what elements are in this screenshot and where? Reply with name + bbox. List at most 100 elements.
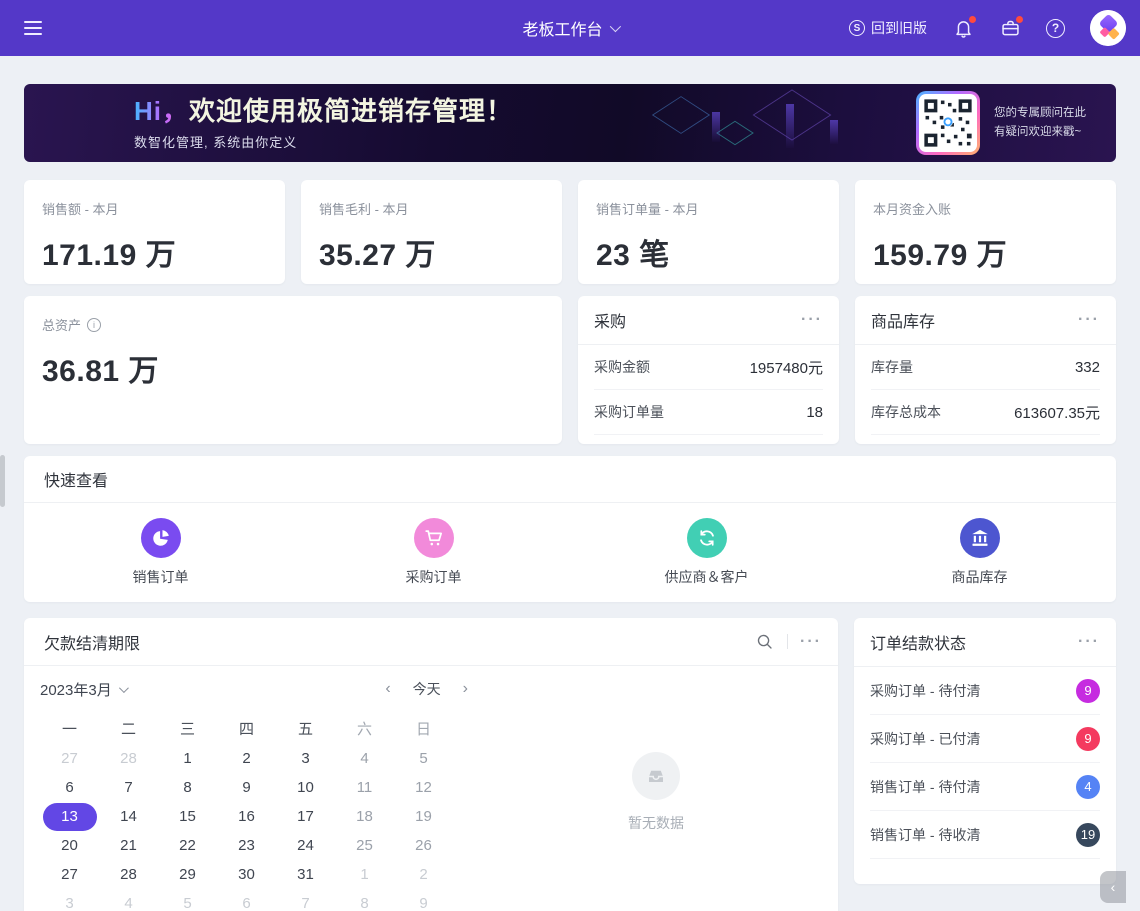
calendar-day[interactable]: 3 (65, 895, 74, 911)
calendar-day[interactable]: 24 (297, 837, 314, 854)
workspace-switcher[interactable]: 老板工作台 (522, 16, 621, 40)
more-menu-icon[interactable]: ··· (800, 632, 822, 650)
inventory-panel: 商品库存 ··· 库存量 332 库存总成本 613607.35元 (855, 296, 1116, 444)
summary-row: 总资产 i 36.81 万 采购 ··· 采购金额 1957480元 采购订单量… (24, 296, 1116, 444)
calendar-day[interactable]: 20 (61, 837, 78, 854)
empty-text: 暂无数据 (628, 815, 684, 831)
calendar-day[interactable]: 8 (183, 779, 192, 796)
calendar-day[interactable]: 6 (242, 895, 251, 911)
calendar-next-icon[interactable]: › (462, 680, 468, 697)
calendar-day[interactable]: 3 (301, 750, 310, 767)
workbench-briefcase-icon[interactable] (999, 16, 1023, 39)
calendar-day[interactable]: 15 (179, 808, 196, 825)
calendar-day[interactable]: 25 (356, 837, 373, 854)
calendar-day[interactable]: 4 (360, 750, 369, 767)
calendar-day[interactable]: 6 (65, 779, 74, 796)
quick-view-item[interactable]: 供应商＆客户 (570, 518, 843, 587)
calendar-day[interactable]: 2 (419, 866, 428, 883)
calendar-day[interactable]: 8 (360, 895, 369, 911)
calendar-day[interactable]: 4 (124, 895, 133, 911)
calendar-day[interactable]: 28 (120, 750, 137, 767)
calendar-day[interactable]: 10 (297, 779, 314, 796)
purchase-panel: 采购 ··· 采购金额 1957480元 采购订单量 18 (578, 296, 839, 444)
notification-dot (969, 16, 976, 23)
more-menu-icon[interactable]: ··· (1078, 311, 1100, 328)
order-settlement-title: 订单结款状态 (870, 636, 967, 653)
calendar-day[interactable]: 9 (419, 895, 428, 911)
status-badge: 4 (1076, 774, 1100, 799)
stat-card-order-count: 销售订单量 - 本月 23 笔 (578, 180, 839, 284)
chevron-down-icon (118, 682, 129, 693)
back-to-old-version-label: 回到旧版 (871, 20, 927, 36)
calendar-day[interactable]: 5 (419, 750, 428, 767)
banner-title: Hi， 欢迎使用极简进销存管理！ (134, 95, 514, 126)
weekday-label: 四 (238, 720, 254, 738)
notifications-bell-icon[interactable] (952, 16, 976, 39)
calendar-day[interactable]: 21 (120, 837, 137, 854)
calendar-today-button[interactable]: 今天 (412, 681, 441, 697)
calendar-day[interactable]: 31 (297, 866, 314, 883)
calendar-day[interactable]: 5 (183, 895, 192, 911)
debt-deadline-card: 欠款结清期限 ··· 2023年3月 (24, 618, 838, 911)
quick-view-item[interactable]: 采购订单 (297, 518, 570, 587)
help-icon[interactable]: ? (1046, 18, 1065, 38)
status-row-sales-unreceived[interactable]: 销售订单 - 待收清 19 (870, 811, 1100, 859)
purchase-order-count-row: 采购订单量 18 (594, 390, 823, 435)
calendar-day[interactable]: 26 (415, 837, 432, 854)
banner-greeting: Hi， (134, 95, 190, 126)
status-row-purchase-unpaid[interactable]: 采购订单 - 待付清 9 (870, 667, 1100, 715)
stock-cost-row: 库存总成本 613607.35元 (871, 390, 1100, 435)
quick-view-item[interactable]: 商品库存 (843, 518, 1116, 587)
weekday-label: 二 (120, 720, 136, 738)
info-icon[interactable]: i (87, 317, 102, 332)
stat-card-funds-in: 本月资金入账 159.79 万 (855, 180, 1116, 284)
status-row-sales-unpaid[interactable]: 销售订单 - 待付清 4 (870, 763, 1100, 811)
calendar-day[interactable]: 12 (415, 779, 432, 796)
calendar-day[interactable]: 29 (179, 866, 196, 883)
more-menu-icon[interactable]: ··· (801, 311, 823, 328)
more-menu-icon[interactable]: ··· (1078, 633, 1100, 650)
calendar-day[interactable]: 9 (242, 779, 251, 796)
sync-icon (686, 518, 727, 558)
calendar-day[interactable]: 28 (120, 866, 137, 883)
back-to-old-version-button[interactable]: S 回到旧版 (849, 18, 927, 38)
calendar-day[interactable]: 11 (356, 779, 373, 796)
weekday-label: 五 (297, 720, 313, 738)
left-scrollbar-thumb[interactable] (0, 455, 5, 507)
calendar-day[interactable]: 27 (61, 750, 78, 767)
weekday-label: 一 (61, 720, 77, 738)
calendar-grid: 27 28 1 2 3 4 5 6 7 8 9 10 11 12 13 14 15 16 17 18 19 20 21 22 2… (40, 744, 474, 911)
avatar[interactable] (1090, 10, 1126, 46)
calendar-day[interactable]: 13 (40, 802, 99, 831)
top-navbar: 老板工作台 S 回到旧版 ? (0, 0, 1140, 56)
calendar-day[interactable]: 2 (242, 750, 251, 767)
menu-icon[interactable] (24, 21, 42, 35)
total-assets-label: 总资产 (42, 318, 82, 333)
calendar-day[interactable]: 30 (238, 866, 255, 883)
calendar-day[interactable]: 23 (238, 837, 255, 854)
stat-value: 171.19 万 (42, 239, 177, 272)
calendar-month-select[interactable]: 2023年3月 (40, 679, 129, 700)
calendar-day[interactable]: 22 (179, 837, 196, 854)
stat-label: 销售额 - 本月 (42, 202, 119, 217)
calendar-day[interactable]: 19 (415, 808, 432, 825)
calendar-day[interactable]: 14 (120, 808, 137, 825)
calendar-day[interactable]: 1 (360, 866, 369, 883)
status-badge: 9 (1076, 678, 1100, 703)
purchase-panel-title: 采购 (594, 314, 627, 331)
calendar-day[interactable]: 16 (238, 808, 255, 825)
calendar-day[interactable]: 27 (61, 866, 78, 883)
weekday-label: 六 (356, 720, 372, 738)
search-icon[interactable] (755, 632, 775, 652)
calendar-day[interactable]: 1 (183, 750, 192, 767)
calendar-prev-icon[interactable]: ‹ (385, 680, 391, 697)
calendar-day[interactable]: 18 (356, 808, 373, 825)
calendar-day[interactable]: 7 (124, 779, 133, 796)
sidebar-collapse-handle[interactable]: ‹ (1100, 871, 1126, 903)
quick-view-item[interactable]: 销售订单 (24, 518, 297, 587)
status-row-purchase-paid[interactable]: 采购订单 - 已付清 9 (870, 715, 1100, 763)
stat-card-gross-profit: 销售毛利 - 本月 35.27 万 (301, 180, 562, 284)
calendar-day[interactable]: 7 (301, 895, 310, 911)
calendar-day[interactable]: 17 (297, 808, 314, 825)
stats-row: 销售额 - 本月 171.19 万 销售毛利 - 本月 35.27 万 销售订单… (24, 180, 1116, 284)
